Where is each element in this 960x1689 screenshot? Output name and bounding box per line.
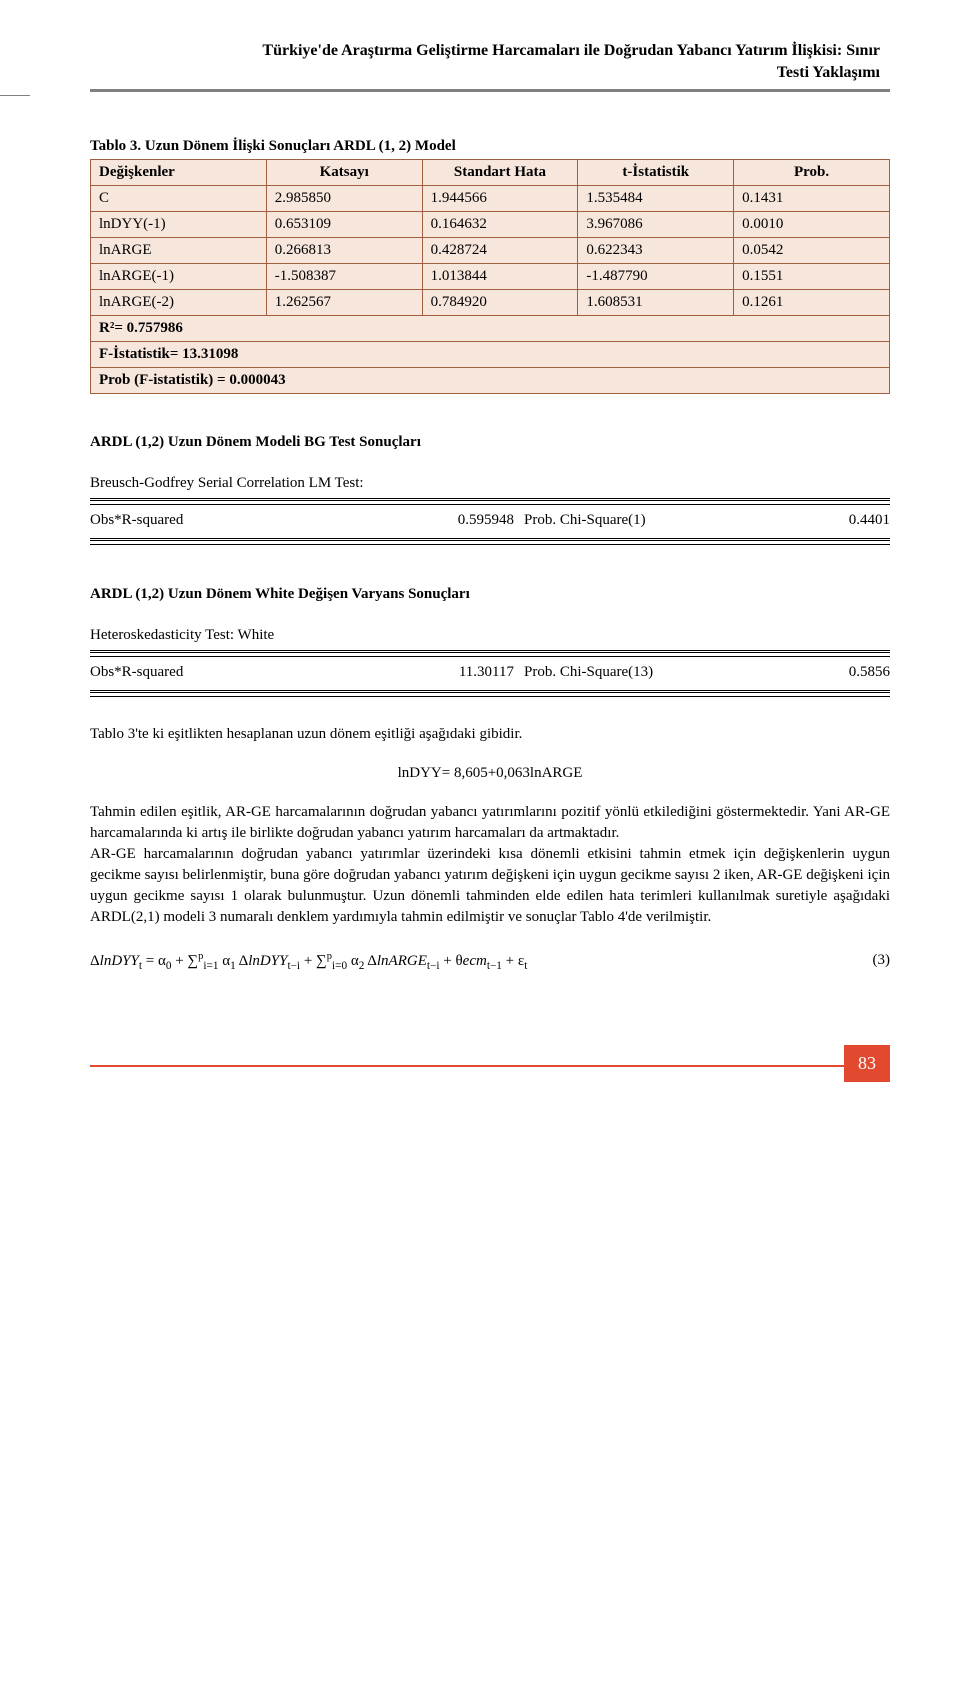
- white-prob-label: Prob. Chi-Square(13): [514, 662, 794, 683]
- white-prob-val: 0.5856: [794, 662, 890, 683]
- cell: lnDYY(-1): [91, 211, 267, 237]
- bg-val: 0.595948: [370, 510, 514, 531]
- white-subtitle: Heteroskedasticity Test: White: [90, 625, 890, 646]
- footer-rule: [90, 1065, 850, 1067]
- cell: 3.967086: [578, 211, 734, 237]
- rule: [90, 538, 890, 541]
- cell: 0.1551: [734, 263, 890, 289]
- table-row: C2.9858501.9445661.5354840.1431: [91, 185, 890, 211]
- table-row: lnARGE0.2668130.4287240.6223430.0542: [91, 237, 890, 263]
- bg-label: Obs*R-squared: [90, 510, 370, 531]
- white-test-row: Obs*R-squared 11.30117 Prob. Chi-Square(…: [90, 658, 890, 687]
- r-squared: R²= 0.757986: [91, 315, 890, 341]
- bg-title: ARDL (1,2) Uzun Dönem Modeli BG Test Son…: [90, 432, 890, 453]
- cell: -1.487790: [578, 263, 734, 289]
- cell: 0.428724: [422, 237, 578, 263]
- col-se: Standart Hata: [422, 159, 578, 185]
- cell: 0.1431: [734, 185, 890, 211]
- prob-f: Prob (F-istatistik) = 0.000043: [91, 367, 890, 393]
- table-row: lnDYY(-1)0.6531090.1646323.9670860.0010: [91, 211, 890, 237]
- cell: 0.653109: [266, 211, 422, 237]
- cell: 2.985850: [266, 185, 422, 211]
- cell: 1.608531: [578, 289, 734, 315]
- cell: 1.944566: [422, 185, 578, 211]
- white-val: 11.30117: [370, 662, 514, 683]
- white-label: Obs*R-squared: [90, 662, 370, 683]
- paragraph-1: Tablo 3'te ki eşitlikten hesaplanan uzun…: [90, 724, 890, 745]
- cell: 0.784920: [422, 289, 578, 315]
- stat-row: R²= 0.757986: [91, 315, 890, 341]
- rule: [90, 696, 890, 698]
- table-row: lnARGE(-2)1.2625670.7849201.6085310.1261: [91, 289, 890, 315]
- cell: lnARGE: [91, 237, 267, 263]
- bg-prob-val: 0.4401: [794, 510, 890, 531]
- stat-row: Prob (F-istatistik) = 0.000043: [91, 367, 890, 393]
- cell: 0.0010: [734, 211, 890, 237]
- paragraph-3: AR-GE harcamalarının doğrudan yabancı ya…: [90, 844, 890, 928]
- cell: 1.013844: [422, 263, 578, 289]
- cell: 0.164632: [422, 211, 578, 237]
- white-title: ARDL (1,2) Uzun Dönem White Değişen Vary…: [90, 584, 890, 605]
- equation-body: ΔlnDYYt = α0 + ∑pi=1 α1 ΔlnDYYt−i + ∑pi=…: [90, 953, 527, 969]
- cell: 0.622343: [578, 237, 734, 263]
- col-tstat: t-İstatistik: [578, 159, 734, 185]
- rule: [90, 498, 890, 501]
- equation-3: ΔlnDYYt = α0 + ∑pi=1 α1 ΔlnDYYt−i + ∑pi=…: [90, 950, 890, 975]
- table3-caption: Tablo 3. Uzun Dönem İlişki Sonuçları ARD…: [90, 136, 890, 157]
- page-footer: 83: [90, 1045, 890, 1067]
- col-var: Değişkenler: [91, 159, 267, 185]
- cell: lnARGE(-2): [91, 289, 267, 315]
- rule: [90, 690, 890, 693]
- bg-test-row: Obs*R-squared 0.595948 Prob. Chi-Square(…: [90, 506, 890, 535]
- table3: Değişkenler Katsayı Standart Hata t-İsta…: [90, 159, 890, 394]
- rule: [90, 544, 890, 546]
- page-header: Türkiye'de Araştırma Geliştirme Harcamal…: [90, 40, 890, 96]
- cell: 1.535484: [578, 185, 734, 211]
- header-rule: [90, 89, 890, 92]
- stat-row: F-İstatistik= 13.31098: [91, 341, 890, 367]
- paragraph-2: Tahmin edilen eşitlik, AR-GE harcamaları…: [90, 802, 890, 844]
- header-rule-left: [0, 95, 30, 96]
- cell: 0.0542: [734, 237, 890, 263]
- table3-header-row: Değişkenler Katsayı Standart Hata t-İsta…: [91, 159, 890, 185]
- cell: 0.266813: [266, 237, 422, 263]
- bg-prob-label: Prob. Chi-Square(1): [514, 510, 794, 531]
- cell: C: [91, 185, 267, 211]
- f-stat: F-İstatistik= 13.31098: [91, 341, 890, 367]
- bg-subtitle: Breusch-Godfrey Serial Correlation LM Te…: [90, 473, 890, 494]
- cell: lnARGE(-1): [91, 263, 267, 289]
- page-number: 83: [844, 1045, 890, 1082]
- cell: 0.1261: [734, 289, 890, 315]
- table-row: lnARGE(-1)-1.5083871.013844-1.4877900.15…: [91, 263, 890, 289]
- header-title-line2: Testi Yaklaşımı: [90, 62, 890, 84]
- equation-number: (3): [873, 950, 891, 971]
- equation-longrun: lnDYY= 8,605+0,063lnARGE: [90, 763, 890, 784]
- col-prob: Prob.: [734, 159, 890, 185]
- rule: [90, 650, 890, 653]
- col-coef: Katsayı: [266, 159, 422, 185]
- cell: 1.262567: [266, 289, 422, 315]
- header-title-line1: Türkiye'de Araştırma Geliştirme Harcamal…: [90, 40, 890, 62]
- cell: -1.508387: [266, 263, 422, 289]
